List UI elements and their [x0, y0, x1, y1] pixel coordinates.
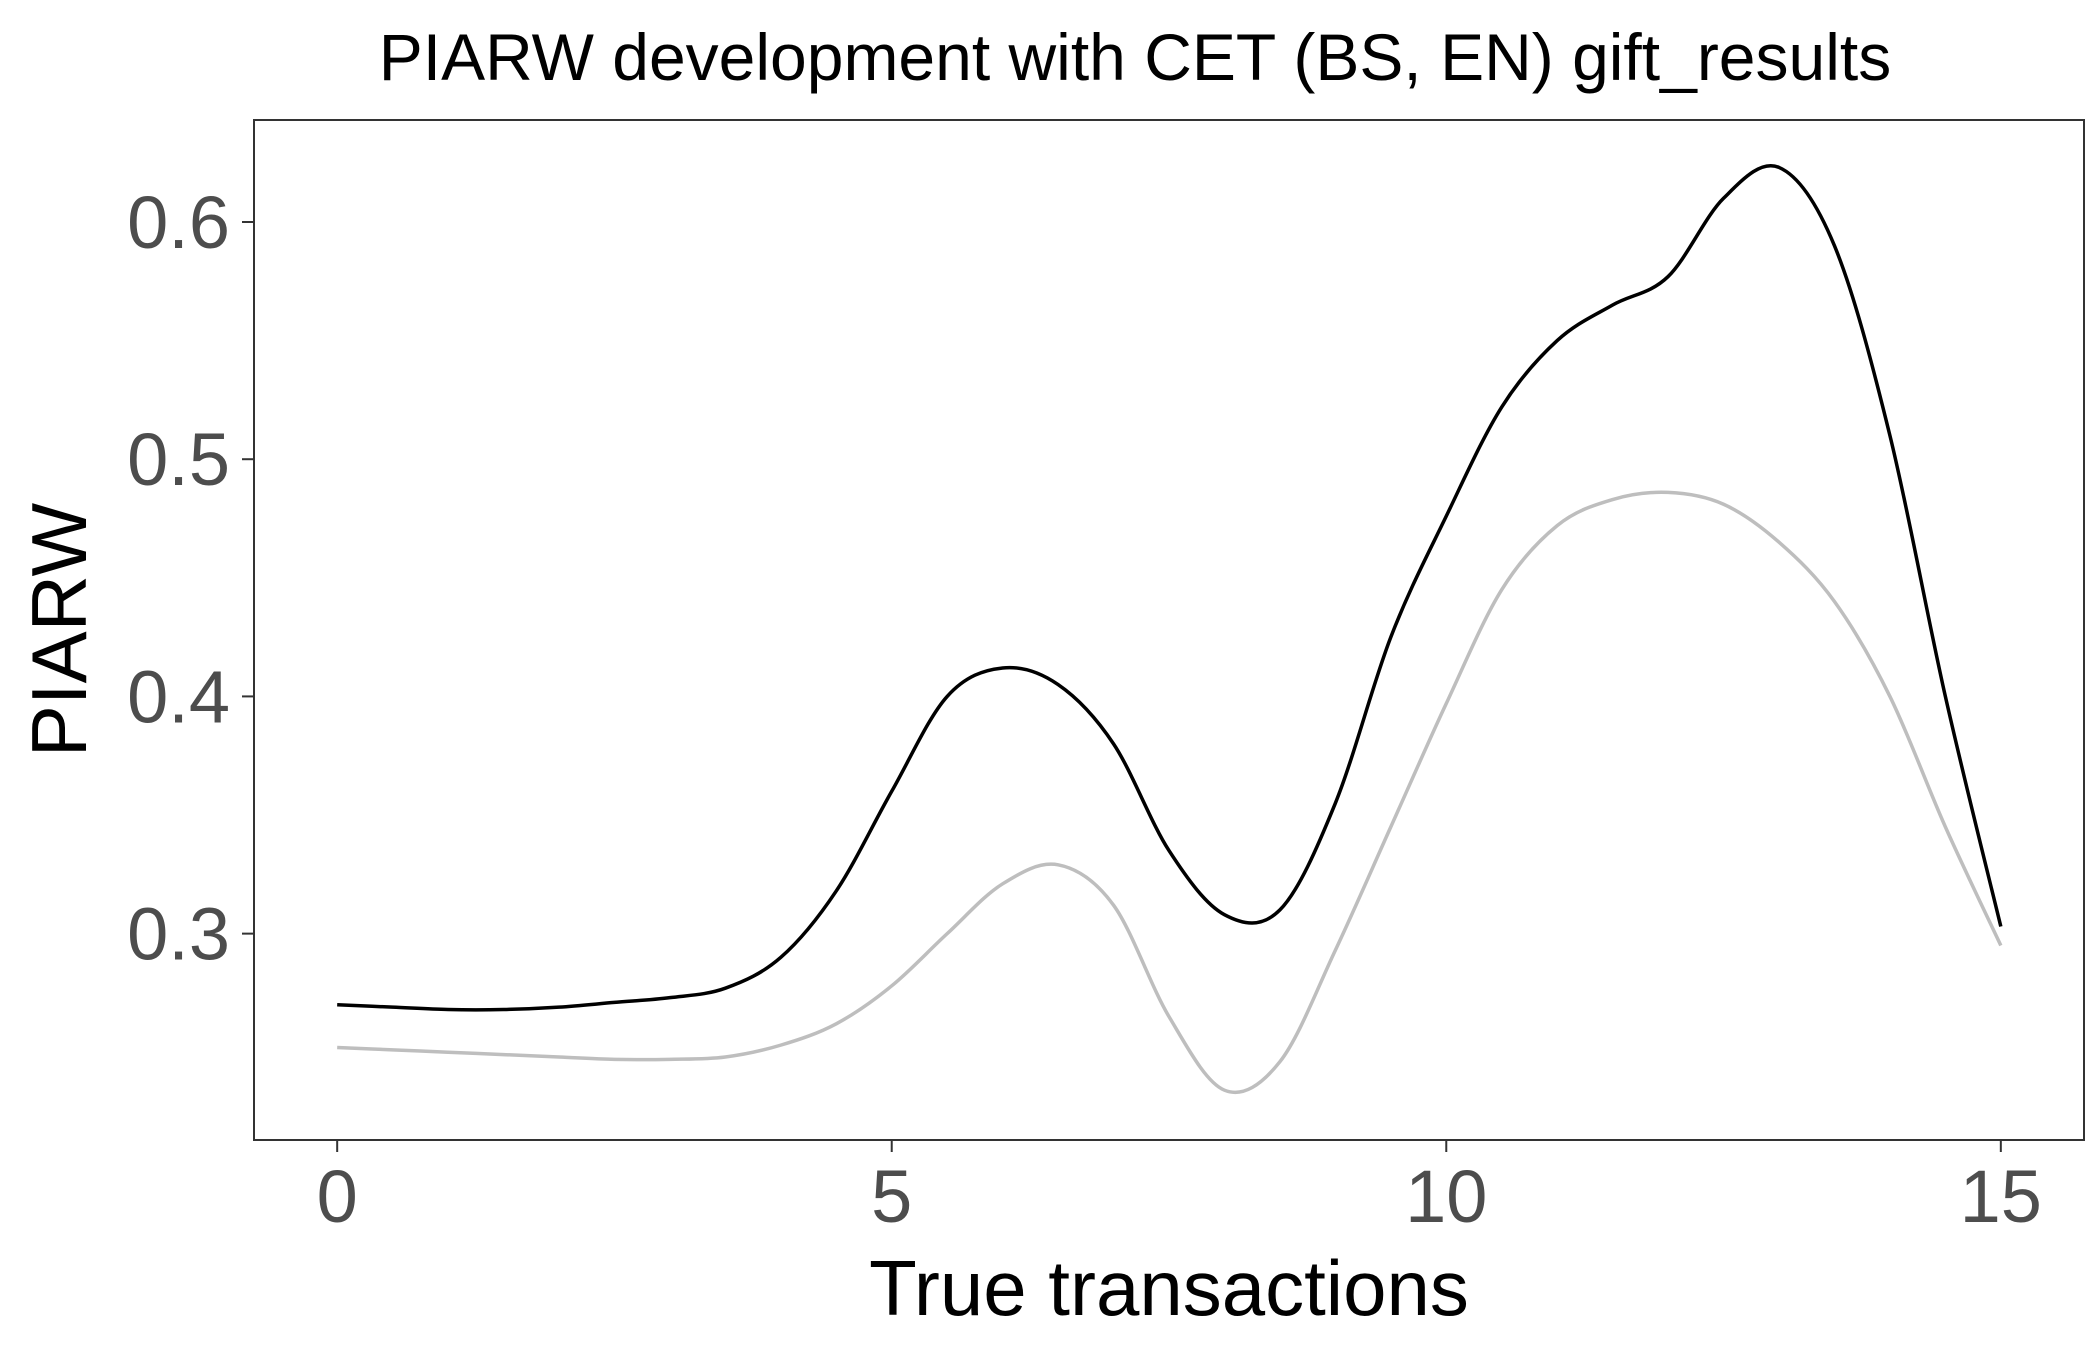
series-line-1 [337, 164, 2003, 1012]
plot-panel [253, 119, 2085, 1141]
x-tick-label: 5 [871, 1155, 912, 1238]
x-tick-label: 15 [1960, 1155, 2042, 1238]
y-axis: 0.3 0.4 0.5 0.6 [127, 181, 254, 976]
y-tick-label: 0.4 [127, 655, 230, 738]
y-tick-label: 0.5 [127, 418, 230, 501]
x-tick-label: 10 [1405, 1155, 1487, 1238]
x-tick-label: 0 [317, 1155, 358, 1238]
x-axis-title: True transactions [869, 1244, 1469, 1332]
x-axis: 0 5 10 15 [317, 1140, 2042, 1238]
series-layer [337, 164, 2003, 1095]
y-tick-label: 0.3 [127, 893, 230, 976]
chart-title: PIARW development with CET (BS, EN) gift… [379, 20, 1891, 94]
y-tick-label: 0.6 [127, 181, 230, 264]
y-axis-title: PIARW [15, 502, 103, 757]
series-line-2 [337, 490, 2003, 1095]
